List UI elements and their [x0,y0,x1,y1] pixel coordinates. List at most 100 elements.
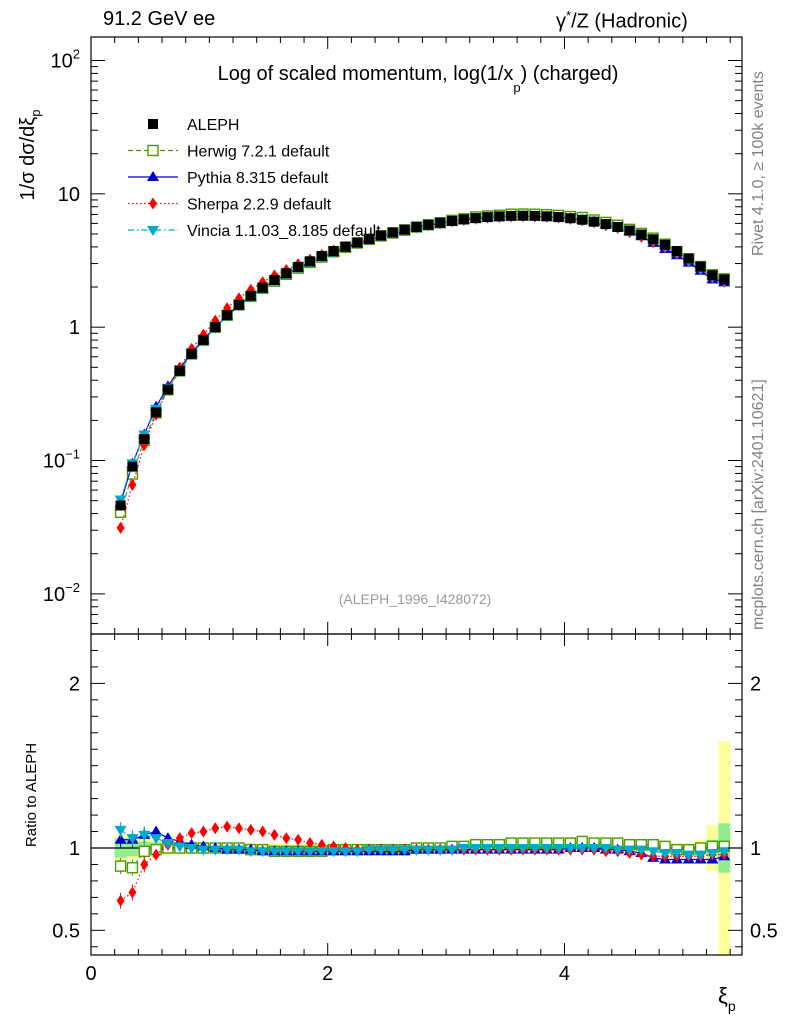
reference-point [375,230,386,241]
data-point-ratio [280,847,293,858]
data-point-ratio [564,844,577,854]
reference-point [127,461,138,472]
data-point-ratio [185,844,198,854]
data-point-ratio [150,825,163,836]
data-point-ratio [659,848,672,859]
data-point-ratio [635,845,648,856]
legend-entry: Pythia 8.315 default [128,170,329,187]
reference-point [364,233,375,244]
reference-point [518,210,529,221]
data-point-ratio [175,832,184,845]
series-0 [114,208,730,518]
reference-point [671,246,682,257]
legend-entry: Herwig 7.2.1 default [128,144,330,161]
header-right-suffix: /Z (Hadronic) [571,10,688,33]
data-point-ratio [199,825,208,838]
legend-label: Sherpa 2.2.9 default [187,197,332,214]
data-point-ratio [187,827,196,840]
reference-point [387,227,398,238]
legend-marker [147,226,159,236]
reference-point [458,214,469,225]
reference-point [435,217,446,228]
legend-marker [147,144,159,157]
legend-entry: Sherpa 2.2.9 default [128,197,332,214]
reference-point [565,213,576,224]
data-point-ratio [173,842,186,853]
data-point-ratio [152,848,161,861]
data-point-ratio [197,845,210,856]
reference-point [470,213,481,224]
series-line-main [120,215,725,528]
legend-label: Vincia 1.1.03_8.185 default [187,223,381,240]
series-line-ratio [120,840,725,869]
reference-point [198,335,209,346]
reference-point [293,261,304,272]
data-point-ratio [294,833,303,846]
data-point-ratio [351,847,364,858]
data-point-ratio [718,847,731,858]
data-point-ratio [599,844,612,854]
data-point-ratio [138,830,151,841]
data-point-ratio [588,844,601,854]
data-point-ratio [140,858,149,871]
data-point-ratio [670,848,683,859]
data-point-ratio [116,894,125,907]
data-point-ratio [469,844,482,854]
data-point-ratio [434,845,447,856]
data-point-ratio [268,847,281,858]
reference-point [245,290,256,301]
data-point-ratio [305,837,314,850]
reference-point [162,384,173,395]
y-tick-label-ratio-right: 0.5 [750,920,778,942]
reference-point [541,211,552,222]
x-tick-label: 4 [559,963,570,985]
reference-point [695,261,706,272]
data-point-ratio [126,862,139,874]
data-point-ratio [682,850,695,861]
series-line-ratio [120,829,725,856]
data-point-ratio [114,825,127,836]
series-line-main [120,215,725,503]
reference-point [589,216,600,227]
reference-point [636,229,647,240]
data-point-main [116,521,125,534]
reference-point [174,365,185,376]
series-line-main [120,215,725,500]
reference-point [151,407,162,418]
analysis-label: (ALEPH_1996_I428072) [339,591,492,607]
y-tick-label-main: 10 [58,184,80,206]
reference-point [529,210,540,221]
header-right-sup: * [566,8,572,23]
header-right-prefix: γ [556,10,566,33]
data-point-ratio [270,828,279,841]
reference-point [257,282,268,293]
data-point-ratio [223,820,232,833]
data-point-ratio [221,845,234,856]
legend-label: Pythia 8.315 default [187,170,329,187]
y-tick-label-main: 10−2 [43,580,80,606]
series-1 [114,210,731,507]
reference-point [352,237,363,248]
legend-label: Herwig 7.2.1 default [187,144,330,161]
reference-point [411,221,422,232]
data-point-ratio [623,845,636,856]
data-point-ratio [327,847,340,858]
data-point-ratio [576,844,589,854]
header-right: γ*/Z (Hadronic) [556,8,688,34]
reference-point [399,224,410,235]
data-point-ratio [422,845,435,856]
data-point-ratio [528,844,541,854]
data-point-ratio [128,886,137,899]
reference-series [115,210,730,511]
data-point-ratio [481,844,494,854]
data-point-ratio [114,860,127,872]
y-tick-label-ratio: 1 [69,838,80,860]
reference-point [683,253,694,264]
reference-point [577,214,588,225]
reference-point [222,310,233,321]
reference-point [447,215,458,226]
y-tick-label-ratio: 2 [69,673,80,695]
data-point-ratio [386,845,399,856]
reference-point [600,219,611,230]
x-tick-label: 2 [322,963,333,985]
